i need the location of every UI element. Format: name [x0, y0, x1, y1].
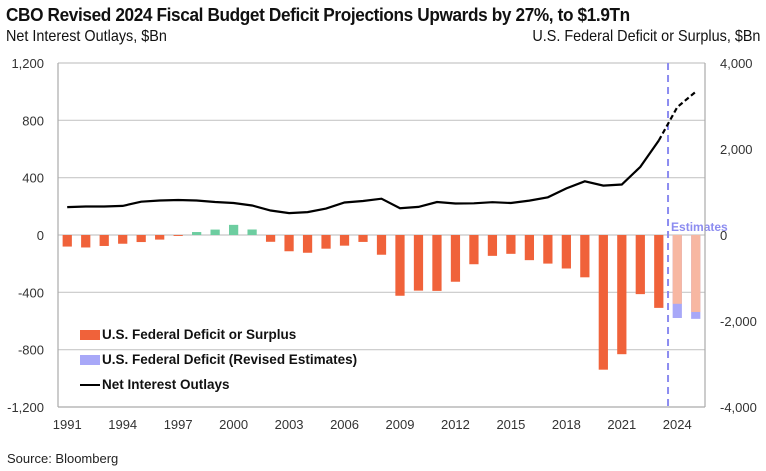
bar-2021 [617, 235, 627, 355]
interest-line [67, 90, 697, 215]
source-note: Source: Bloomberg [7, 451, 119, 466]
axes [57, 63, 706, 408]
bars: Estimates [62, 63, 728, 407]
bar-2004 [302, 235, 313, 253]
right-axis-title: U.S. Federal Deficit or Surplus, $Bn [531, 28, 760, 45]
tick-labels: 1,200 800 400 0 -400 -800 -1,200 4,000 2,000 0 -2,… [7, 56, 757, 432]
right-tick-label: -4,000 [720, 400, 757, 415]
bar-2012 [450, 235, 461, 282]
right-tick-label: -2,000 [720, 314, 757, 329]
bar-2013 [469, 235, 479, 265]
bar-2017 [543, 235, 553, 264]
x-tick-label: 2009 [386, 417, 415, 432]
left-tick-label: -1,200 [7, 400, 44, 415]
bar-1993 [99, 235, 109, 246]
bar-2020 [598, 235, 608, 370]
x-tick-label: 2000 [219, 417, 248, 432]
bar-2016 [524, 235, 535, 261]
bar-2014 [487, 235, 498, 256]
x-tick-label: 2003 [275, 417, 304, 432]
legend-swatch-revised [80, 354, 100, 365]
legend-swatch-deficit [80, 329, 100, 340]
legend-label: U.S. Federal Deficit (Revised Estimates) [102, 352, 358, 367]
legend-swatch-line [80, 383, 100, 386]
left-tick-label: 0 [37, 228, 44, 243]
x-tick-label: 1991 [53, 417, 82, 432]
bar-2024 [672, 235, 682, 304]
bar-2023 [654, 235, 664, 308]
legend-item-interest: Net Interest Outlays [80, 372, 357, 397]
x-tick-label: 2012 [441, 417, 470, 432]
bar-1999 [210, 229, 220, 235]
right-tick-label: 2,000 [720, 142, 753, 157]
bar-1997 [173, 235, 183, 236]
bar-2003 [284, 235, 294, 252]
bar-2025 [691, 235, 701, 312]
interest-line-estimate [657, 90, 697, 142]
left-tick-label: 1,200 [11, 56, 44, 71]
x-tick-label: 2024 [663, 417, 692, 432]
interest-line-actual [67, 139, 660, 215]
legend-label: U.S. Federal Deficit or Surplus [102, 327, 297, 342]
bar-1996 [155, 235, 165, 240]
legend-item-deficit: U.S. Federal Deficit or Surplus [80, 322, 357, 347]
right-tick-label: 4,000 [720, 56, 753, 71]
bar-1994 [118, 235, 128, 244]
left-tick-label: 800 [22, 113, 44, 128]
bar-2005 [321, 235, 331, 249]
x-tick-label: 1994 [108, 417, 137, 432]
bar-2009 [395, 235, 405, 296]
bar-2010 [413, 235, 424, 291]
left-tick-label: -800 [18, 343, 44, 358]
bar-2018 [561, 235, 571, 269]
chart-title: CBO Revised 2024 Fiscal Budget Deficit P… [6, 4, 630, 25]
bar-2011 [432, 235, 442, 291]
legend: U.S. Federal Deficit or Surplus U.S. Fed… [80, 322, 357, 397]
x-tick-label: 2006 [330, 417, 359, 432]
x-tick-label: 1997 [164, 417, 193, 432]
bar-2002 [265, 235, 276, 242]
right-tick-label: 0 [720, 228, 727, 243]
bar-1991 [62, 235, 72, 247]
bar-2022 [635, 235, 645, 295]
left-tick-label: 400 [22, 171, 44, 186]
left-tick-label: -400 [18, 285, 44, 300]
bar-2015 [506, 235, 516, 254]
bar-2019 [580, 235, 590, 278]
bar-2006 [339, 235, 350, 246]
bar-2008 [376, 235, 387, 255]
bar-2007 [358, 235, 368, 242]
bar-1995 [136, 235, 146, 243]
legend-label: Net Interest Outlays [102, 377, 230, 392]
bar-2001 [247, 229, 257, 235]
left-axis-title: Net Interest Outlays, $Bn [6, 28, 167, 45]
x-tick-label: 2015 [496, 417, 525, 432]
x-tick-label: 2018 [552, 417, 581, 432]
bar-2000 [228, 224, 239, 235]
bar-1992 [81, 235, 91, 248]
bar-1998 [192, 232, 202, 235]
estimates-label: Estimates [671, 220, 728, 234]
x-tick-label: 2021 [607, 417, 636, 432]
legend-item-revised: U.S. Federal Deficit (Revised Estimates) [80, 347, 357, 372]
